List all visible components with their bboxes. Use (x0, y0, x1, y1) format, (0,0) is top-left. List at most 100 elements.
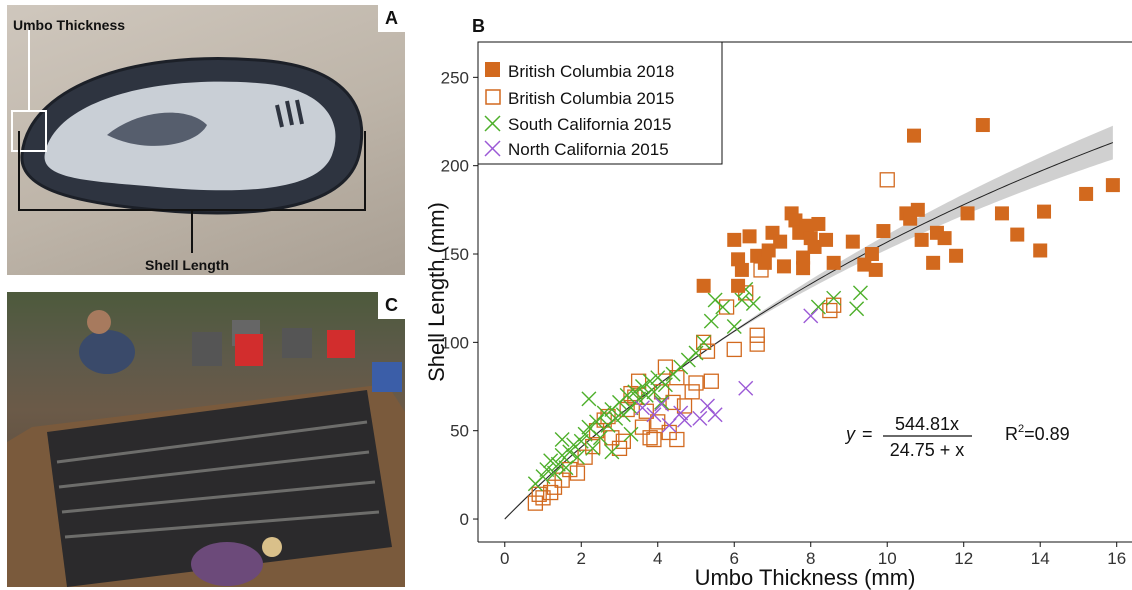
point-north-california-2015 (634, 400, 650, 416)
point-south-california-2015 (703, 313, 719, 329)
point-british-columbia-2018 (857, 257, 872, 272)
point-south-california-2015 (654, 394, 670, 410)
point-british-columbia-2015 (699, 343, 716, 359)
legend-label-bc2015: British Columbia 2015 (508, 89, 674, 108)
point-north-california-2015 (707, 407, 723, 423)
point-british-columbia-2018 (1010, 227, 1025, 242)
excavation-illustration (7, 310, 405, 587)
point-british-columbia-2015 (749, 327, 765, 343)
x-tick-label: 16 (1107, 549, 1126, 568)
point-british-columbia-2018 (1037, 204, 1052, 219)
x-tick-label: 12 (954, 549, 973, 568)
point-south-california-2015 (810, 299, 826, 315)
point-south-california-2015 (623, 426, 639, 442)
point-british-columbia-2018 (1079, 186, 1094, 201)
point-british-columbia-2018 (975, 118, 990, 133)
legend-marker-bc2015 (485, 89, 501, 105)
y-tick-label: 50 (450, 422, 469, 441)
equation-equals: = (862, 424, 873, 444)
point-south-california-2015 (573, 433, 589, 449)
point-south-california-2015 (715, 299, 731, 315)
point-british-columbia-2018 (937, 231, 952, 246)
point-north-california-2015 (673, 405, 689, 421)
x-tick-label: 8 (806, 549, 815, 568)
point-south-california-2015 (726, 318, 742, 334)
r2-letter: R (1005, 424, 1018, 444)
point-north-california-2015 (654, 396, 670, 412)
x-tick-label: 0 (500, 549, 509, 568)
point-south-california-2015 (657, 377, 673, 393)
shell-length-label: Shell Length (145, 257, 229, 273)
point-british-columbia-2015 (657, 359, 674, 375)
point-south-california-2015 (852, 285, 868, 301)
point-north-california-2015 (803, 308, 819, 324)
point-north-california-2015 (646, 407, 662, 423)
point-british-columbia-2018 (731, 252, 746, 267)
point-british-columbia-2015 (879, 172, 895, 188)
x-tick-label: 2 (577, 549, 586, 568)
point-british-columbia-2018 (926, 255, 941, 270)
point-british-columbia-2015 (669, 431, 685, 448)
point-british-columbia-2015 (684, 384, 700, 400)
point-south-california-2015 (581, 391, 597, 407)
point-south-california-2015 (734, 292, 750, 308)
point-british-columbia-2015 (749, 336, 765, 352)
point-south-california-2015 (638, 387, 654, 403)
legend-box (477, 41, 723, 165)
point-british-columbia-2018 (757, 255, 772, 270)
point-british-columbia-2015 (826, 297, 842, 313)
y-axis-title: Shell Length (mm) (424, 202, 449, 382)
point-british-columbia-2018 (960, 206, 975, 221)
y-tick-label: 250 (441, 68, 469, 87)
r2-label: R2=0.89 (1005, 423, 1070, 444)
panel-label-a: A (378, 5, 405, 32)
point-south-california-2015 (550, 456, 566, 472)
point-british-columbia-2018 (796, 250, 811, 265)
point-british-columbia-2018 (864, 247, 879, 262)
point-british-columbia-2015 (642, 430, 658, 446)
fit-layer (504, 125, 1114, 521)
legend-marker-nc2015 (484, 140, 501, 157)
point-british-columbia-2015 (738, 285, 754, 301)
point-british-columbia-2018 (727, 232, 742, 247)
point-south-california-2015 (604, 444, 620, 460)
x-tick-label: 4 (653, 549, 662, 568)
point-british-columbia-2018 (734, 262, 749, 277)
point-british-columbia-2018 (811, 216, 826, 231)
point-south-california-2015 (619, 387, 635, 403)
point-british-columbia-2015 (822, 302, 838, 319)
point-north-california-2015 (738, 380, 754, 396)
point-british-columbia-2015 (646, 431, 662, 448)
panel-label-c: C (378, 292, 405, 319)
scatter-chart: 0 2 4 6 8 10 12 14 16 0 50 100 150 200 250 Umbo Thick… (424, 16, 1132, 590)
x-tick-label: 10 (878, 549, 897, 568)
point-south-california-2015 (577, 426, 593, 442)
point-british-columbia-2018 (742, 229, 757, 244)
point-british-columbia-2015 (543, 484, 559, 501)
legend-label-sc2015: South California 2015 (508, 115, 672, 134)
point-british-columbia-2018 (876, 224, 891, 239)
point-british-columbia-2018 (907, 128, 921, 143)
equation-denominator: 24.75 + x (890, 440, 965, 460)
point-british-columbia-2018 (761, 243, 776, 258)
point-british-columbia-2018 (696, 278, 711, 293)
point-british-columbia-2015 (665, 394, 681, 411)
point-south-california-2015 (569, 449, 585, 465)
legend-label-bc2018: British Columbia 2018 (508, 62, 674, 81)
point-south-california-2015 (589, 414, 605, 430)
y-tick-label: 200 (441, 157, 469, 176)
y-tick-label: 150 (441, 245, 469, 264)
fit-curve (504, 142, 1114, 520)
panel-label-b: B (472, 16, 485, 36)
x-ticks: 0 2 4 6 8 10 12 14 16 (500, 542, 1126, 568)
point-south-california-2015 (696, 334, 712, 350)
point-south-california-2015 (642, 373, 658, 389)
y-tick-label: 100 (441, 333, 469, 352)
point-british-columbia-2018 (776, 259, 791, 274)
point-british-columbia-2018 (994, 206, 1009, 221)
point-british-columbia-2018 (819, 232, 834, 247)
point-british-columbia-2018 (773, 234, 788, 249)
fit-confidence-band (504, 125, 1113, 521)
point-south-california-2015 (608, 410, 624, 426)
point-south-california-2015 (634, 379, 650, 395)
